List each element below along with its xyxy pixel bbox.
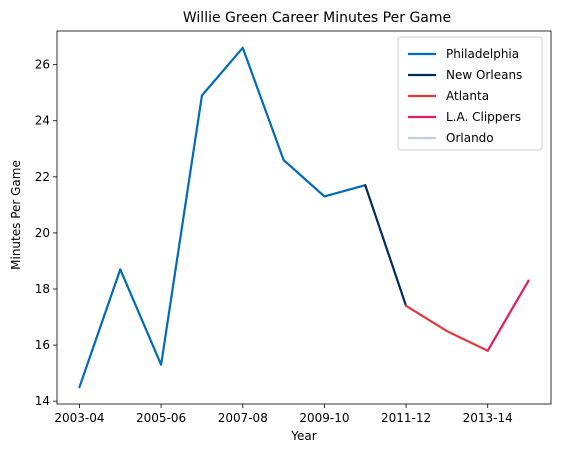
legend-label: Atlanta xyxy=(446,89,489,103)
y-tick-label: 14 xyxy=(35,394,50,408)
legend-label: Philadelphia xyxy=(446,47,519,61)
x-tick-label: 2009-10 xyxy=(299,411,349,425)
x-tick-label: 2011-12 xyxy=(381,411,431,425)
series-line-atlanta xyxy=(404,304,489,352)
series-line-new-orleans xyxy=(364,184,408,307)
legend-label: New Orleans xyxy=(446,68,522,82)
plot-frame xyxy=(56,30,552,405)
series-line-philadelphia xyxy=(78,46,367,389)
legend: Philadelphia New Orleans Atlanta L.A. Clipp… xyxy=(397,36,543,151)
series-line-l-a-clippers xyxy=(486,279,530,352)
y-axis: 14 16 18 20 22 24 26 xyxy=(35,58,57,408)
chart-title: Willie Green Career Minutes Per Game xyxy=(183,10,451,26)
y-tick-label: 24 xyxy=(35,114,50,128)
x-tick-label: 2013-14 xyxy=(463,411,513,425)
y-axis-title: Minutes Per Game xyxy=(9,160,23,270)
legend-label: L.A. Clippers xyxy=(446,110,521,124)
x-tick-label: 2003-04 xyxy=(54,411,104,425)
x-tick-label: 2005-06 xyxy=(136,411,186,425)
x-axis-title: Year xyxy=(290,429,316,443)
x-tick-label: 2007-08 xyxy=(218,411,268,425)
y-tick-label: 22 xyxy=(35,170,50,184)
plot-area xyxy=(78,46,530,389)
legend-label: Orlando xyxy=(446,131,494,145)
legend-box xyxy=(397,36,543,151)
x-axis: 2003-04 2005-06 2007-08 2009-10 2011-12 2013-… xyxy=(54,404,513,425)
y-tick-label: 20 xyxy=(35,226,50,240)
y-tick-label: 18 xyxy=(35,282,50,296)
y-tick-label: 16 xyxy=(35,338,50,352)
y-tick-label: 26 xyxy=(35,58,50,72)
